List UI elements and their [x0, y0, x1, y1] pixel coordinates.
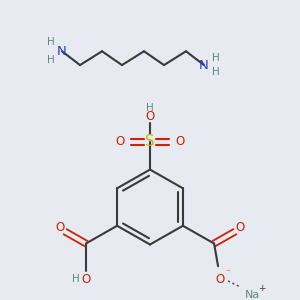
Text: N: N: [57, 45, 67, 58]
Text: H: H: [47, 38, 55, 47]
Text: O: O: [235, 221, 244, 234]
Text: O: O: [116, 136, 124, 148]
Text: N: N: [199, 58, 209, 72]
Text: H: H: [212, 53, 220, 63]
Text: O: O: [81, 272, 91, 286]
Text: H: H: [146, 103, 154, 113]
Text: +: +: [258, 284, 266, 293]
Text: H: H: [47, 55, 55, 65]
Text: O: O: [146, 110, 154, 123]
Text: O: O: [215, 272, 225, 286]
Text: O: O: [176, 136, 184, 148]
Text: ⁻: ⁻: [226, 268, 230, 278]
Text: S: S: [145, 134, 155, 149]
Text: H: H: [212, 67, 220, 77]
Text: H: H: [72, 274, 80, 284]
Text: Na: Na: [244, 290, 260, 300]
Text: O: O: [56, 221, 65, 234]
